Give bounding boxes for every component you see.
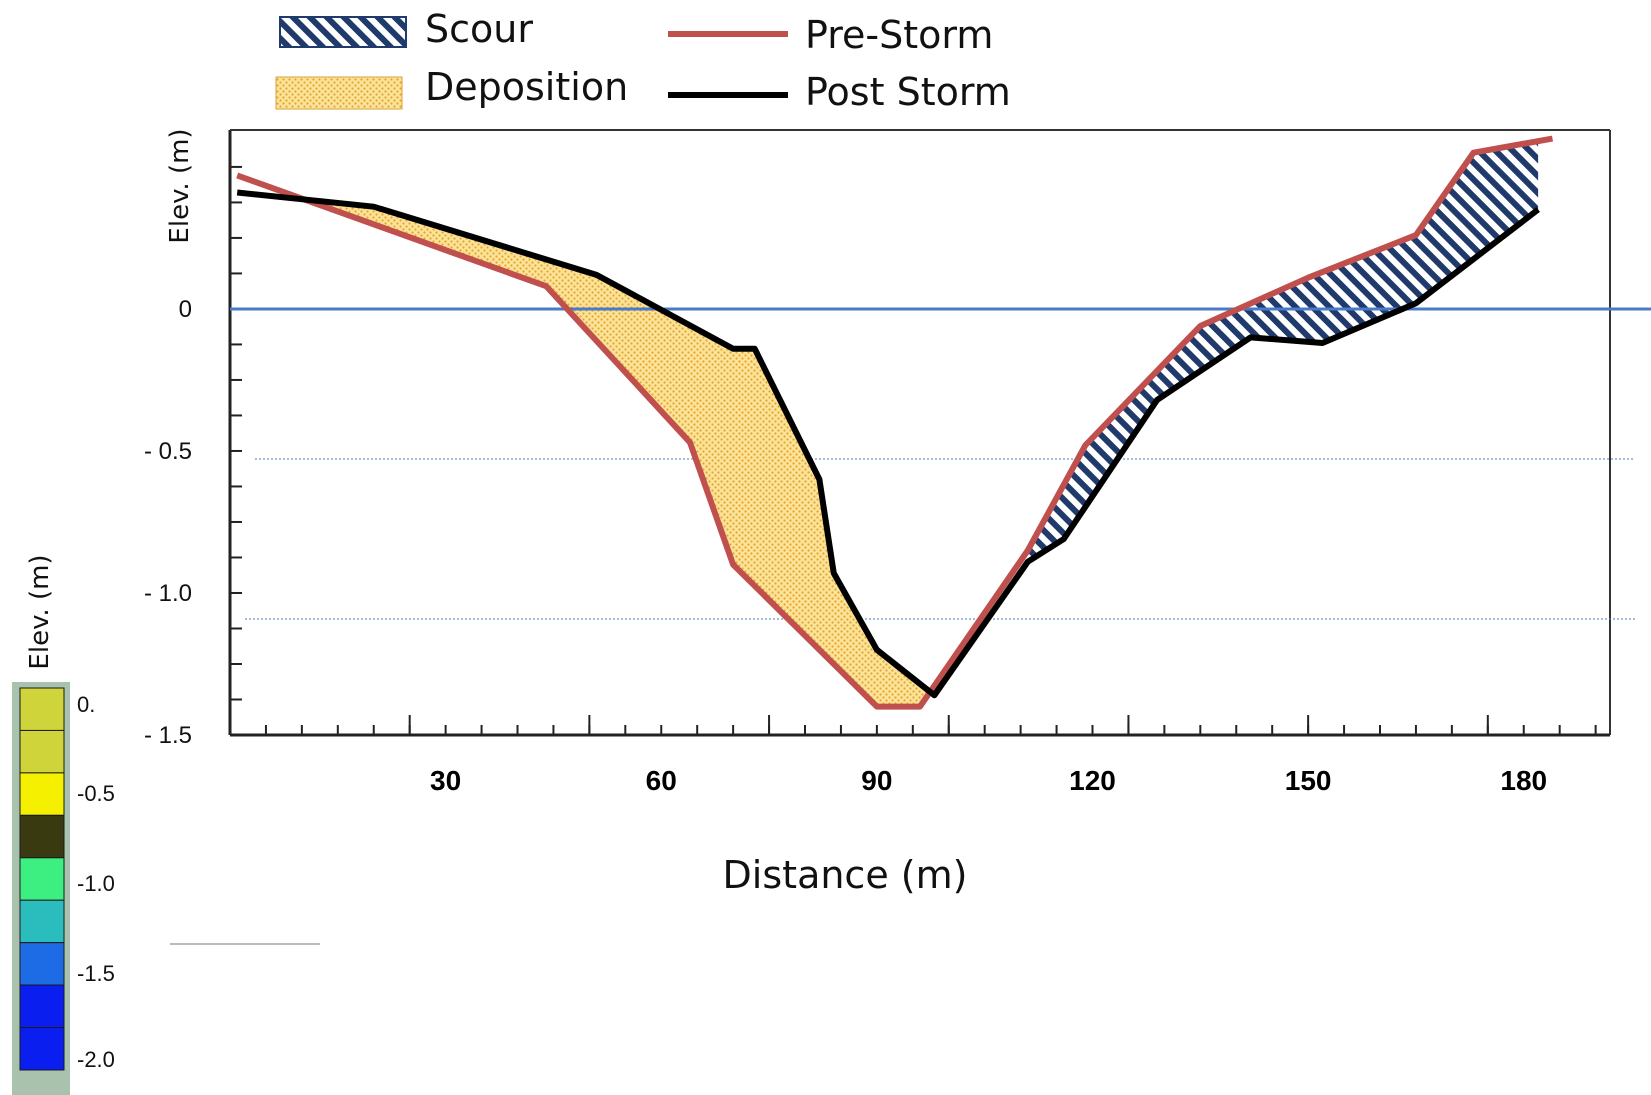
- x-tick-label: 180: [1500, 765, 1547, 796]
- y-axis-title: Elev. (m): [165, 128, 195, 243]
- deposition-area: [301, 198, 935, 707]
- colorbar-cell: [19, 899, 65, 944]
- x-tick-label: 60: [646, 765, 677, 796]
- scour-area: [1027, 141, 1539, 562]
- colorbar-cell: [19, 729, 65, 774]
- colorbar-cell: [19, 942, 65, 986]
- colorbar-labels: 0. -0.5 -1.0 -1.5 -2.0: [77, 692, 115, 1072]
- change-fills: [301, 141, 1539, 707]
- y-tick-label: - 0.5: [144, 438, 192, 465]
- colorbar-label: -0.5: [77, 781, 115, 806]
- y-tick-label: - 1.5: [144, 722, 192, 749]
- x-tick-label: 120: [1069, 765, 1116, 796]
- y-tick-label: - 1.0: [144, 580, 192, 607]
- post-storm-line: [236, 189, 1540, 699]
- axis-ticks: [229, 165, 1597, 736]
- colorbar-label: 0.: [77, 692, 95, 717]
- profile-lines: [236, 135, 1554, 710]
- colorbar-cells: [19, 687, 65, 1071]
- colorbar-label: -2.0: [77, 1047, 115, 1072]
- legend-label-scour: Scour: [425, 7, 533, 51]
- legend-swatch-scour: [279, 16, 407, 48]
- legend: Scour Deposition Pre-Storm Post Storm: [275, 7, 1011, 114]
- y-tick-labels: 0 - 0.5 - 1.0 - 1.5: [144, 296, 192, 749]
- colorbar-label: -1.5: [77, 961, 115, 986]
- colorbar-label: -1.0: [77, 871, 115, 896]
- x-tick-label: 30: [430, 765, 461, 796]
- colorbar-cell: [19, 687, 65, 731]
- legend-label-deposition: Deposition: [425, 65, 628, 109]
- legend-swatch-deposition: [275, 76, 403, 110]
- legend-label-post-storm: Post Storm: [805, 70, 1011, 114]
- x-axis-title: Distance (m): [723, 853, 968, 897]
- colorbar-cell: [19, 984, 65, 1029]
- colorbar-cell: [19, 772, 65, 816]
- x-tick-labels: 30 60 90 120 150 180: [430, 765, 1547, 796]
- colorbar-cell: [19, 857, 65, 901]
- y-tick-label: 0: [179, 296, 192, 323]
- legend-label-pre-storm: Pre-Storm: [805, 13, 993, 57]
- x-tick-label: 90: [861, 765, 892, 796]
- colorbar-cell: [19, 814, 65, 859]
- x-tick-label: 150: [1285, 765, 1332, 796]
- colorbar-cell: [19, 1027, 65, 1071]
- colorbar-title: Elev. (m): [25, 554, 55, 669]
- pre-storm-line: [236, 135, 1554, 710]
- colorbar: 0. -0.5 -1.0 -1.5 -2.0 Elev. (m): [12, 554, 115, 1095]
